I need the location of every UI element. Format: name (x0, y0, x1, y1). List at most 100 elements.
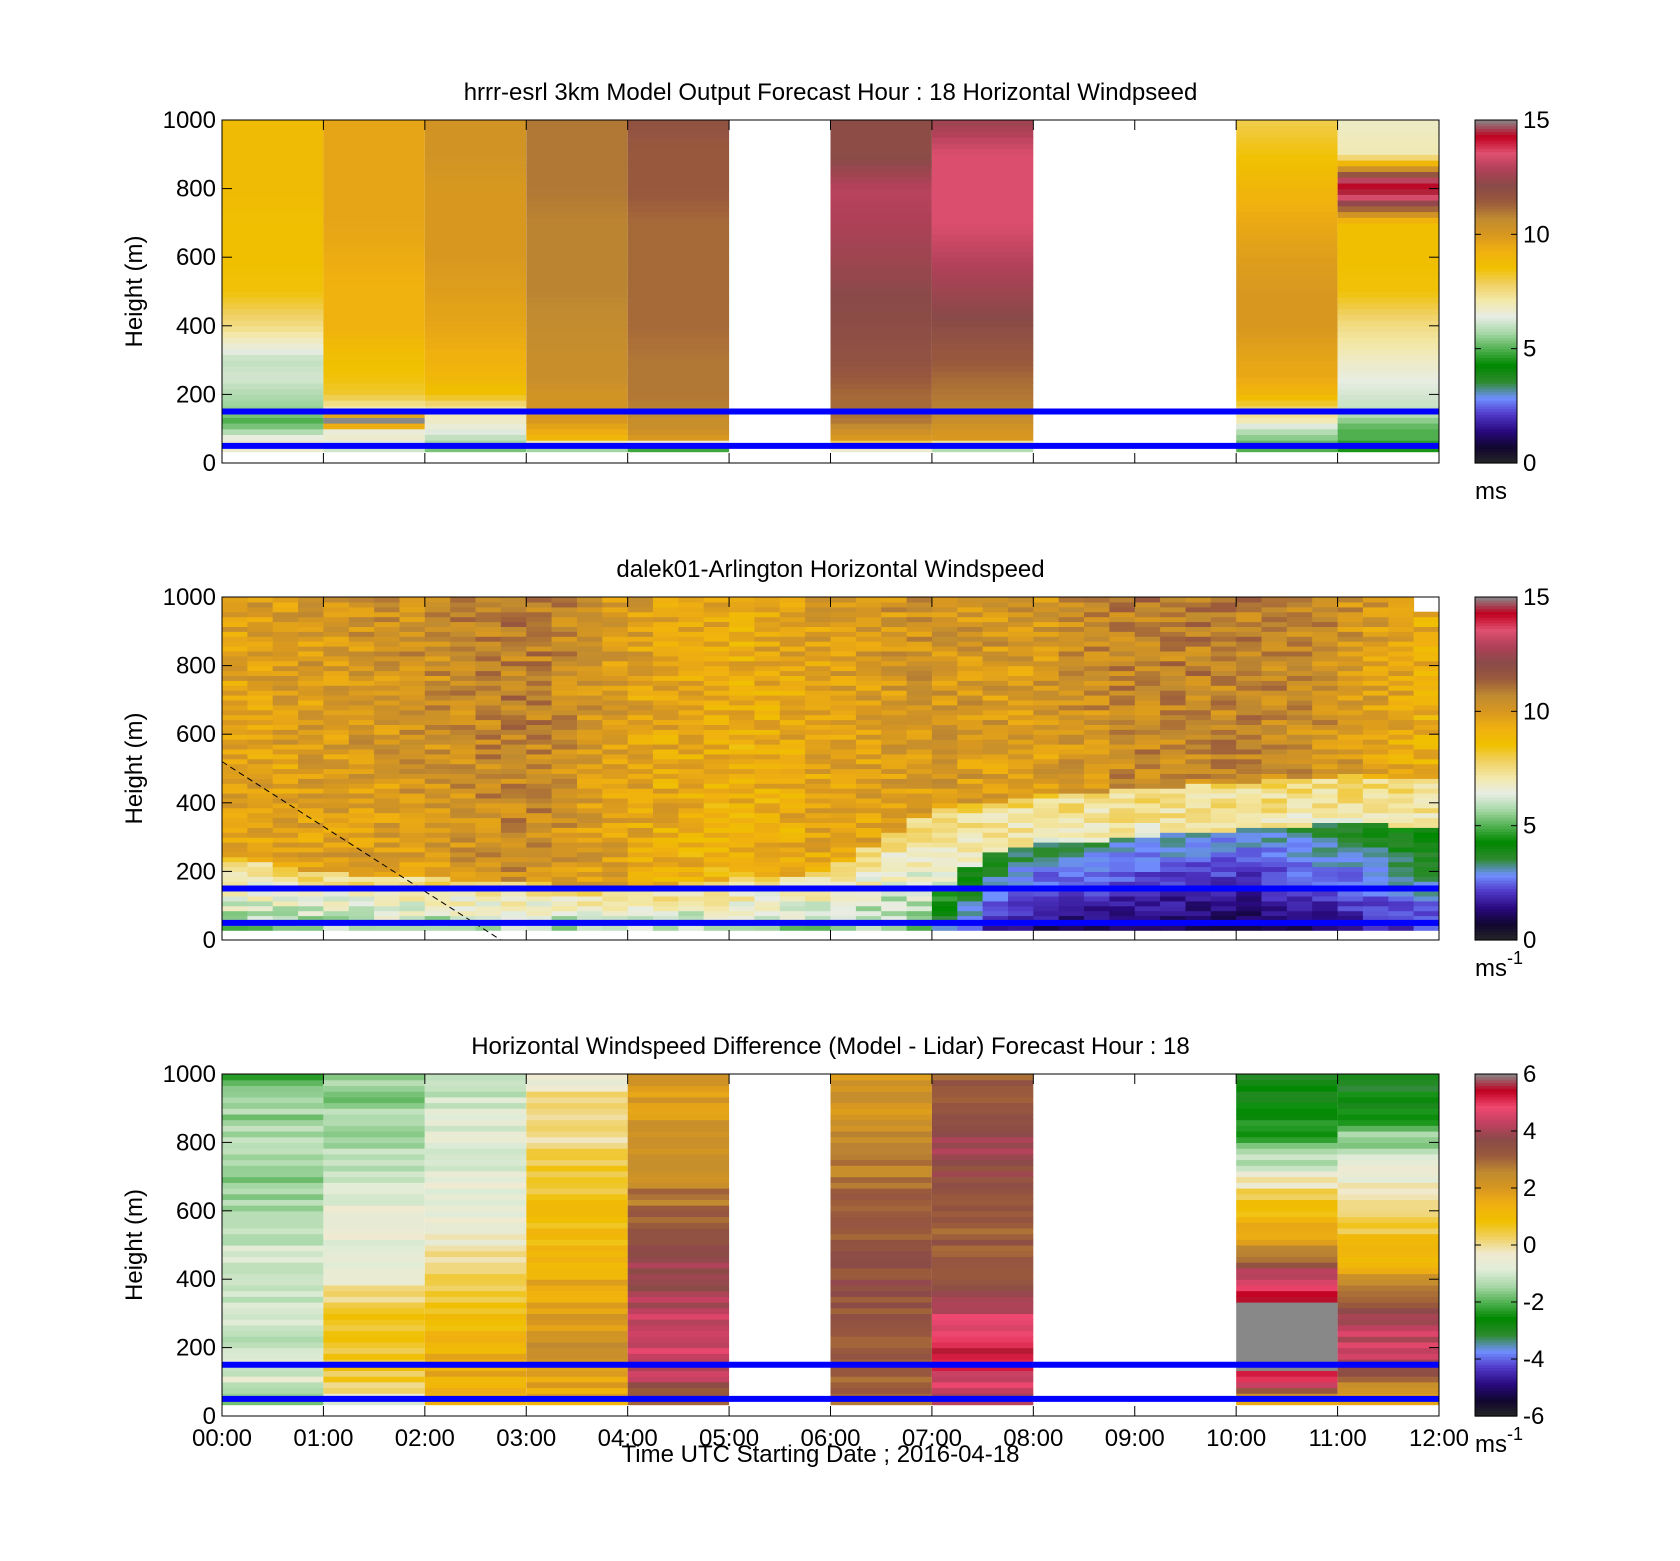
heatmap-cell (754, 739, 781, 745)
heatmap-cell (602, 773, 629, 779)
heatmap-cell (627, 360, 730, 367)
heatmap-cell (805, 900, 831, 907)
heatmap-cell (678, 646, 705, 652)
heatmap-cell (906, 905, 933, 912)
heatmap-cell (272, 891, 299, 897)
heatmap-cell (931, 365, 1034, 373)
heatmap-cell (729, 660, 755, 667)
heatmap-cell (805, 709, 831, 716)
heatmap-cell (1109, 871, 1136, 877)
heatmap-cell (526, 768, 553, 774)
heatmap-cell (855, 606, 882, 613)
heatmap-cell (830, 680, 857, 686)
heatmap-cell (1337, 822, 1364, 828)
heatmap-cell (1236, 297, 1338, 304)
heatmap-cell (830, 1193, 932, 1200)
heatmap-cell (577, 900, 603, 907)
heatmap-cell (1286, 871, 1313, 877)
heatmap-cell (374, 817, 400, 823)
y-tick-label: 600 (176, 1198, 216, 1225)
heatmap-cell (424, 1398, 527, 1406)
colorbar-swatch (1475, 922, 1517, 927)
heatmap-cell (1134, 626, 1161, 632)
colorbar-swatch (1475, 417, 1517, 421)
heatmap-cell (1210, 793, 1237, 799)
heatmap-cell (500, 895, 527, 902)
heatmap-cell (222, 802, 248, 809)
heatmap-cell (1033, 719, 1060, 725)
heatmap-cell (703, 670, 730, 676)
heatmap-cell (627, 748, 654, 755)
heatmap-cell (526, 1091, 628, 1098)
heatmap-cell (931, 1170, 1034, 1178)
heatmap-cell (1312, 861, 1338, 868)
colorbar-swatch (1475, 1131, 1517, 1135)
heatmap-cell (703, 817, 730, 823)
heatmap-cell (931, 925, 958, 931)
heatmap-cell (703, 758, 730, 765)
heatmap-cell (222, 325, 324, 333)
heatmap-cell (348, 876, 375, 882)
heatmap-cell (526, 1233, 628, 1240)
heatmap-cell (1008, 846, 1034, 853)
heatmap-cell (500, 842, 527, 848)
heatmap-cell (1210, 773, 1237, 779)
heatmap-cell (830, 1370, 932, 1377)
heatmap-cell (424, 171, 527, 178)
heatmap-cell (424, 773, 451, 779)
heatmap-cell (424, 739, 451, 745)
heatmap-cell (1210, 763, 1237, 770)
heatmap-cell (424, 1227, 527, 1235)
heatmap-cell (1084, 729, 1110, 735)
heatmap-cell (500, 793, 527, 799)
heatmap-cell (1337, 650, 1364, 657)
heatmap-cell (1058, 856, 1085, 863)
heatmap-cell (1261, 851, 1288, 858)
heatmap-cell (653, 606, 679, 613)
heatmap-cell (450, 846, 476, 853)
heatmap-cell (982, 660, 1009, 667)
heatmap-cell (1337, 1159, 1439, 1166)
heatmap-cell (805, 846, 831, 853)
colorbar-swatch (1475, 1125, 1517, 1129)
heatmap-cell (1185, 900, 1212, 907)
heatmap-cell (323, 856, 350, 863)
heatmap-cell (906, 670, 933, 676)
colorbar-swatch (1475, 691, 1517, 695)
heatmap-cell (627, 240, 730, 247)
heatmap-cell (424, 1364, 527, 1371)
heatmap-cell (1160, 842, 1186, 848)
heatmap-cell (247, 807, 274, 814)
heatmap-cell (272, 925, 299, 931)
heatmap-cell (653, 685, 679, 691)
heatmap-cell (830, 1256, 932, 1263)
heatmap-cell (602, 856, 629, 863)
heatmap-cell (399, 641, 426, 647)
heatmap-cell (1210, 724, 1237, 730)
heatmap-cell (906, 895, 933, 902)
heatmap-cell (526, 1302, 628, 1309)
heatmap-cell (222, 1341, 324, 1349)
heatmap-cell (222, 1079, 324, 1086)
colorbar-swatch (1475, 754, 1517, 758)
heatmap-cell (1008, 601, 1034, 608)
heatmap-cell (881, 719, 907, 725)
heatmap-cell (703, 866, 730, 872)
heatmap-cell (1236, 739, 1262, 745)
heatmap-cell (500, 817, 527, 823)
heatmap-cell (424, 646, 451, 652)
heatmap-cell (830, 228, 932, 235)
heatmap-cell (272, 881, 299, 887)
heatmap-cell (500, 680, 527, 686)
heatmap-cell (729, 846, 755, 853)
heatmap-cell (526, 685, 553, 691)
heatmap-cell (1236, 365, 1338, 373)
heatmap-cell (526, 729, 553, 735)
heatmap-cell (374, 616, 400, 623)
heatmap-cell (602, 695, 629, 701)
heatmap-cell (1362, 699, 1389, 706)
heatmap-cell (1134, 670, 1161, 676)
heatmap-cell (1084, 793, 1110, 799)
heatmap-cell (881, 866, 907, 872)
heatmap-cell (805, 660, 831, 667)
